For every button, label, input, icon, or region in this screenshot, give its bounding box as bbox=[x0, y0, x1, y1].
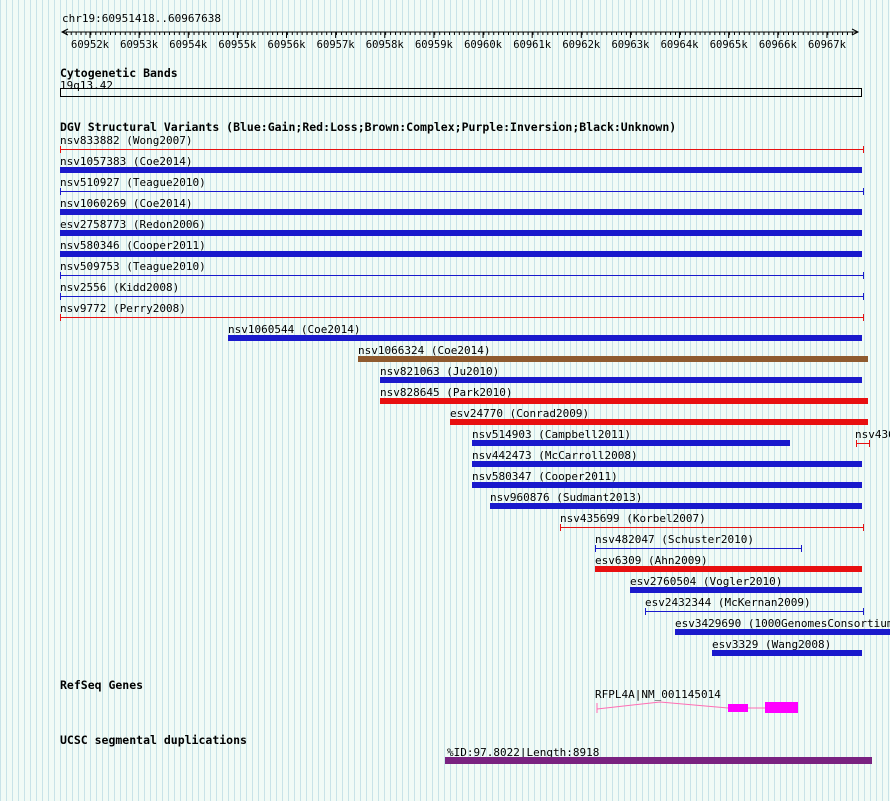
variant-label-nsv442473[interactable]: nsv442473 (McCarroll2008) bbox=[472, 449, 638, 462]
section-title-dgv-structural-variants: DGV Structural Variants (Blue:Gain;Red:L… bbox=[60, 120, 677, 134]
variant-label-nsv436[interactable]: nsv436 bbox=[855, 428, 890, 441]
variant-bar-nsv435699[interactable] bbox=[560, 524, 864, 531]
variant-bar-nsv1060544[interactable] bbox=[228, 335, 862, 341]
variant-label-esv3329[interactable]: esv3329 (Wang2008) bbox=[712, 638, 832, 651]
variant-bar-nsv1057383[interactable] bbox=[60, 167, 862, 173]
variant-bar-nsv9772[interactable] bbox=[60, 314, 864, 321]
variant-bar-nsv821063[interactable] bbox=[380, 377, 862, 383]
variant-bar-nsv580346[interactable] bbox=[60, 251, 862, 257]
variant-label-nsv580346[interactable]: nsv580346 (Cooper2011) bbox=[60, 239, 206, 252]
variant-label-nsv1066324[interactable]: nsv1066324 (Coe2014) bbox=[358, 344, 491, 357]
segdup-label[interactable]: %ID:97.8022|Length:8918 bbox=[447, 746, 600, 759]
variant-label-nsv509753[interactable]: nsv509753 (Teague2010) bbox=[60, 260, 206, 273]
variant-label-nsv1057383[interactable]: nsv1057383 (Coe2014) bbox=[60, 155, 193, 168]
variant-label-nsv482047[interactable]: nsv482047 (Schuster2010) bbox=[595, 533, 754, 546]
variant-bar-esv24770[interactable] bbox=[450, 419, 868, 425]
variant-bar-nsv509753[interactable] bbox=[60, 272, 864, 279]
region-coordinates: chr19:60951418..60967638 bbox=[62, 12, 221, 25]
variant-bar-nsv442473[interactable] bbox=[472, 461, 862, 467]
variant-label-nsv9772[interactable]: nsv9772 (Perry2008) bbox=[60, 302, 186, 315]
variant-label-esv2760504[interactable]: esv2760504 (Vogler2010) bbox=[630, 575, 783, 588]
variant-label-nsv960876[interactable]: nsv960876 (Sudmant2013) bbox=[490, 491, 643, 504]
variant-label-nsv510927[interactable]: nsv510927 (Teague2010) bbox=[60, 176, 206, 189]
variant-bar-nsv960876[interactable] bbox=[490, 503, 862, 509]
variant-label-nsv833882[interactable]: nsv833882 (Wong2007) bbox=[60, 134, 193, 147]
section-title-cytogenetic-bands: Cytogenetic Bands bbox=[60, 66, 178, 80]
variant-bar-nsv833882[interactable] bbox=[60, 146, 864, 153]
variant-bar-nsv514903[interactable] bbox=[472, 440, 790, 446]
variant-label-nsv821063[interactable]: nsv821063 (Ju2010) bbox=[380, 365, 500, 378]
variant-bar-esv2432344[interactable] bbox=[645, 608, 864, 615]
variant-bar-nsv828645[interactable] bbox=[380, 398, 868, 404]
variant-bar-nsv436[interactable] bbox=[856, 440, 870, 447]
variant-label-nsv514903[interactable]: nsv514903 (Campbell2011) bbox=[472, 428, 631, 441]
variant-label-esv2432344[interactable]: esv2432344 (McKernan2009) bbox=[645, 596, 811, 609]
variant-bar-nsv1060269[interactable] bbox=[60, 209, 862, 215]
variant-bar-esv3429690[interactable] bbox=[675, 629, 890, 635]
variant-bar-nsv482047[interactable] bbox=[595, 545, 802, 552]
section-title-ucsc-segmental-duplications: UCSC segmental duplications bbox=[60, 733, 247, 747]
variant-bar-esv2760504[interactable] bbox=[630, 587, 862, 593]
variant-label-esv2758773[interactable]: esv2758773 (Redon2006) bbox=[60, 218, 206, 231]
variant-label-esv24770[interactable]: esv24770 (Conrad2009) bbox=[450, 407, 590, 420]
cytoband-glyph[interactable] bbox=[60, 88, 862, 97]
variant-bar-esv3329[interactable] bbox=[712, 650, 862, 656]
variant-label-nsv1060544[interactable]: nsv1060544 (Coe2014) bbox=[228, 323, 361, 336]
variant-label-nsv2556[interactable]: nsv2556 (Kidd2008) bbox=[60, 281, 180, 294]
variant-bar-nsv580347[interactable] bbox=[472, 482, 862, 488]
section-title-refseq-genes: RefSeq Genes bbox=[60, 678, 144, 692]
variant-bar-esv2758773[interactable] bbox=[60, 230, 862, 236]
variant-bar-nsv510927[interactable] bbox=[60, 188, 864, 195]
segdup-bar[interactable] bbox=[445, 757, 872, 764]
gene-label[interactable]: RFPL4A|NM_001145014 bbox=[595, 688, 721, 701]
variant-label-esv6309[interactable]: esv6309 (Ahn2009) bbox=[595, 554, 708, 567]
variant-label-nsv828645[interactable]: nsv828645 (Park2010) bbox=[380, 386, 513, 399]
variant-label-esv3429690[interactable]: esv3429690 (1000GenomesConsortiumPil bbox=[675, 617, 890, 630]
variant-label-nsv1060269[interactable]: nsv1060269 (Coe2014) bbox=[60, 197, 193, 210]
variant-label-nsv580347[interactable]: nsv580347 (Cooper2011) bbox=[472, 470, 618, 483]
variant-label-nsv435699[interactable]: nsv435699 (Korbel2007) bbox=[560, 512, 706, 525]
variant-bar-esv6309[interactable] bbox=[595, 566, 862, 572]
variant-bar-nsv1066324[interactable] bbox=[358, 356, 868, 362]
variant-bar-nsv2556[interactable] bbox=[60, 293, 864, 300]
